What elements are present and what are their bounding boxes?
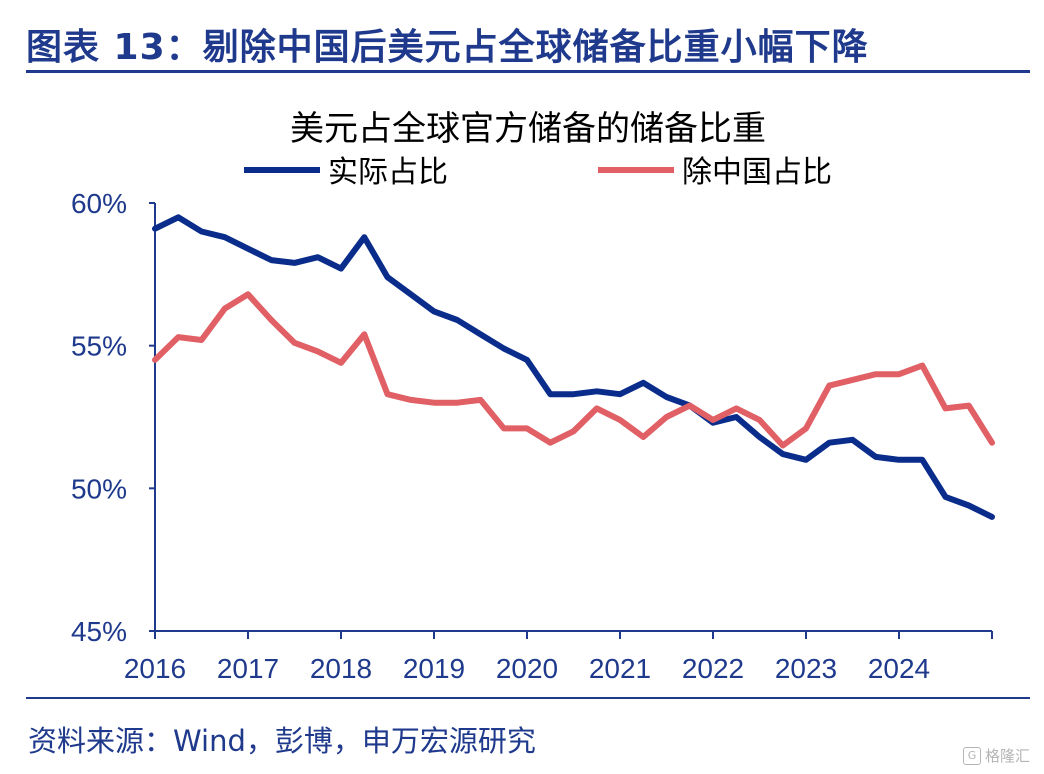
watermark-logo-icon: G	[962, 746, 981, 765]
watermark-text: 格隆汇	[984, 747, 1030, 765]
footer-divider	[26, 697, 1030, 699]
watermark: G 格隆汇	[962, 745, 1030, 766]
x-tick-label: 2016	[124, 653, 186, 684]
line-chart: 美元占全球官方储备的储备比重 实际占比 除中国占比 45% 50% 55% 60% 20…	[71, 109, 995, 684]
chart-series	[152, 214, 995, 520]
chart-legend: 实际占比 除中国占比	[244, 155, 832, 190]
y-tick-label: 55%	[71, 331, 127, 362]
series-line-ex-china	[152, 291, 995, 449]
chart-axes: 45% 50% 55% 60% 2016 2017 2018 2019 2020 2021 2022…	[71, 188, 993, 684]
series-line-actual	[152, 214, 995, 520]
x-tick-label: 2021	[589, 653, 651, 684]
x-tick-label: 2022	[682, 653, 744, 684]
source-note: 资料来源：Wind，彭博，申万宏源研究	[28, 724, 536, 758]
chart-title: 美元占全球官方储备的储备比重	[290, 109, 766, 149]
y-tick-label: 50%	[71, 473, 127, 504]
x-tick-label: 2017	[217, 653, 279, 684]
x-tick-label: 2020	[496, 653, 558, 684]
x-tick-label: 2023	[775, 653, 837, 684]
x-tick-label: 2018	[310, 653, 372, 684]
y-tick-label: 60%	[71, 188, 127, 219]
legend-label-actual: 实际占比	[328, 155, 448, 190]
y-tick-label: 45%	[71, 616, 127, 647]
title-divider	[26, 70, 1030, 73]
x-tick-label: 2024	[868, 653, 930, 684]
x-tick-label: 2019	[403, 653, 465, 684]
legend-label-ex-china: 除中国占比	[682, 155, 832, 190]
figure-title: 图表 13：剔除中国后美元占全球储备比重小幅下降	[26, 27, 869, 68]
